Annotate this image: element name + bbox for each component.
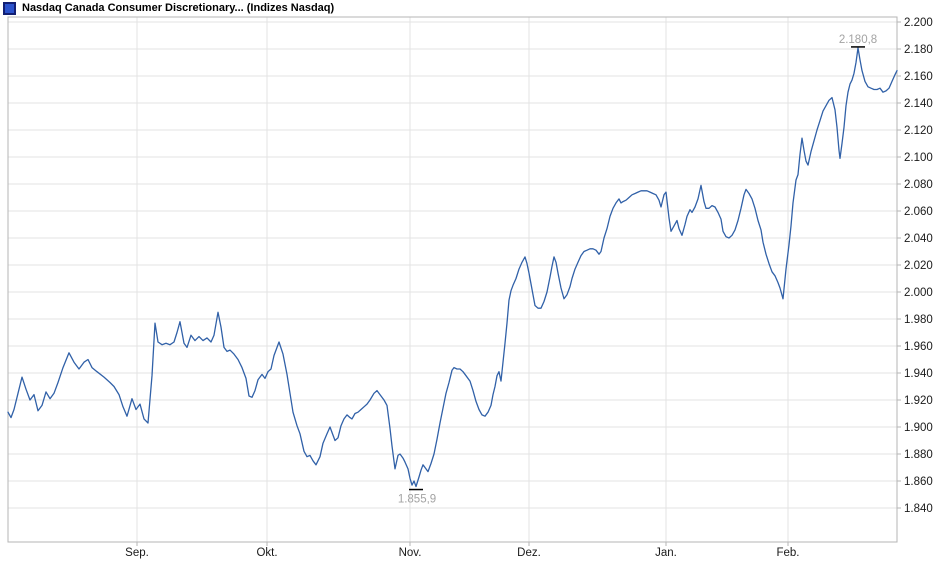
x-axis-label: Jan. <box>655 547 677 559</box>
y-axis-label: 1.860 <box>904 476 933 488</box>
x-axis-label: Nov. <box>399 547 422 559</box>
y-axis-label: 2.180 <box>904 44 933 56</box>
x-axis-label: Feb. <box>776 547 799 559</box>
y-axis-label: 2.160 <box>904 71 933 83</box>
price-line <box>7 47 898 488</box>
legend-swatch-icon <box>3 1 16 15</box>
plot-border <box>7 16 898 543</box>
y-axis-label: 1.880 <box>904 449 933 461</box>
y-axis-label: 1.940 <box>904 368 933 380</box>
y-axis-label: 1.840 <box>904 503 933 515</box>
y-axis-label: 2.060 <box>904 206 933 218</box>
y-axis-label: 1.960 <box>904 341 933 353</box>
low-marker-label: 1.855,9 <box>398 494 436 506</box>
x-axis-label: Dez. <box>517 547 541 559</box>
y-axis-label: 2.100 <box>904 152 933 164</box>
y-axis-label: 2.020 <box>904 260 933 272</box>
y-axis-label: 1.920 <box>904 395 933 407</box>
y-axis-label: 2.200 <box>904 17 933 29</box>
high-marker-label: 2.180,8 <box>839 34 877 46</box>
chart-title: Nasdaq Canada Consumer Discretionary... … <box>22 2 335 14</box>
y-axis-label: 1.980 <box>904 314 933 326</box>
y-axis-label: 2.140 <box>904 98 933 110</box>
y-axis-label: 1.900 <box>904 422 933 434</box>
y-axis-label: 2.120 <box>904 125 933 137</box>
y-axis-label: 2.080 <box>904 179 933 191</box>
x-axis-label: Okt. <box>256 547 277 559</box>
chart-legend: Nasdaq Canada Consumer Discretionary... … <box>3 1 334 15</box>
y-axis-label: 2.040 <box>904 233 933 245</box>
y-axis-label: 2.000 <box>904 287 933 299</box>
x-axis-label: Sep. <box>125 547 149 559</box>
